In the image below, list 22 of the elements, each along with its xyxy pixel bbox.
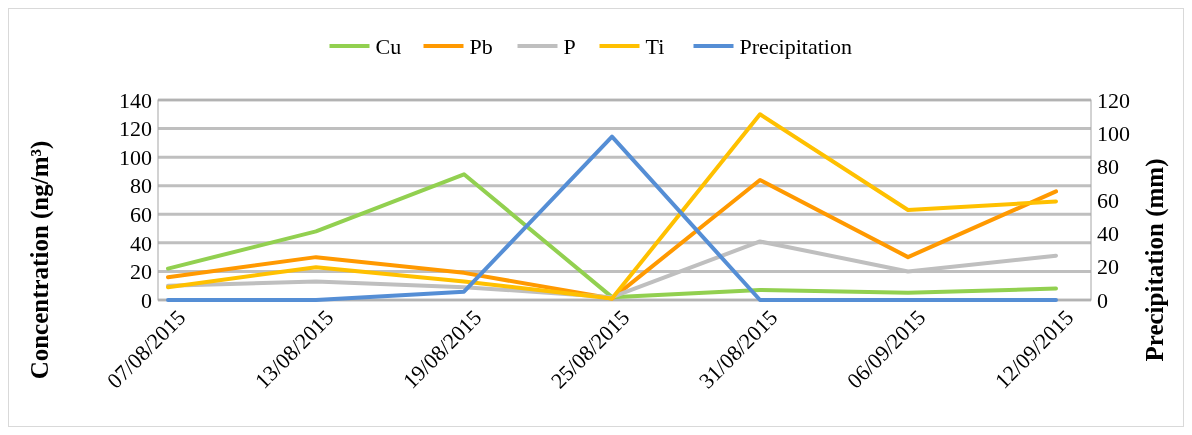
legend-label: Pb — [469, 33, 493, 59]
y-tick-label: 80 — [130, 173, 152, 199]
y2-tick-label: 20 — [1097, 254, 1119, 280]
y2-axis-title: Precipitation (mm) — [1141, 158, 1169, 362]
legend-label: P — [563, 33, 576, 59]
y2-tick-label: 0 — [1097, 287, 1108, 313]
y-tick-label: 60 — [130, 201, 152, 227]
legend-label: Precipitation — [739, 33, 852, 59]
y2-tick-label: 120 — [1097, 87, 1130, 113]
legend-label: Ti — [645, 33, 665, 59]
y2-tick-label: 40 — [1097, 221, 1119, 247]
y-tick-label: 100 — [119, 144, 152, 170]
y-tick-label: 40 — [130, 230, 152, 256]
legend-label: Cu — [375, 33, 402, 59]
y-tick-label: 0 — [141, 287, 152, 313]
y2-tick-label: 80 — [1097, 154, 1119, 180]
y-axis-title: Concentration (ng/m³) — [26, 140, 54, 380]
y-tick-label: 120 — [119, 116, 152, 142]
y2-tick-label: 60 — [1097, 187, 1119, 213]
y-tick-label: 140 — [119, 87, 152, 113]
y-tick-label: 20 — [130, 259, 152, 285]
y2-tick-label: 100 — [1097, 121, 1130, 147]
